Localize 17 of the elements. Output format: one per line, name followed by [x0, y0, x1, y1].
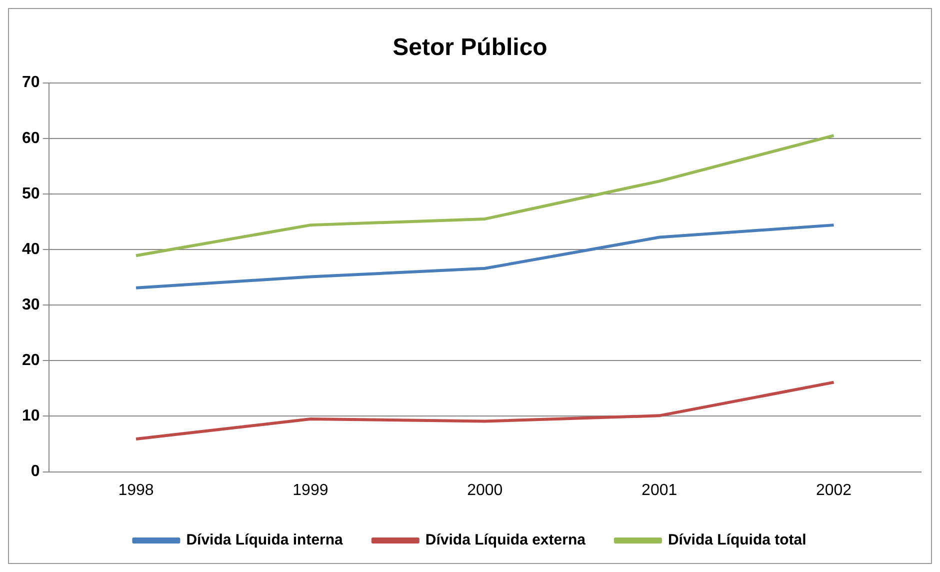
legend-label: Dívida Líquida total	[668, 532, 806, 549]
chart-title: Setor Público	[392, 34, 548, 62]
x-tick-label: 1998	[118, 482, 154, 499]
y-tick-label: 70	[22, 74, 40, 92]
x-tick-label: 2000	[467, 482, 503, 499]
x-tick-label: 2001	[642, 482, 678, 499]
y-tick-label: 30	[22, 296, 40, 314]
x-tick-label: 1999	[292, 482, 328, 499]
x-tick-label: 2002	[816, 482, 852, 499]
y-tick-label: 60	[22, 130, 40, 147]
y-tick-label: 50	[22, 185, 40, 202]
y-tick-label: 0	[30, 463, 40, 480]
legend-label: Dívida Líquida externa	[425, 532, 586, 549]
y-tick-label: 20	[22, 352, 40, 370]
y-tick-label: 40	[22, 240, 40, 258]
y-tick-label: 10	[22, 408, 40, 425]
legend-label: Dívida Líquida interna	[186, 532, 344, 549]
